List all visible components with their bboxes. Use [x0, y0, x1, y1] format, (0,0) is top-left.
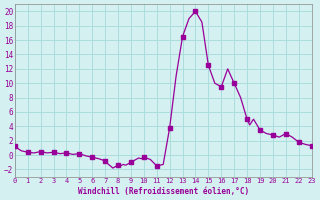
- X-axis label: Windchill (Refroidissement éolien,°C): Windchill (Refroidissement éolien,°C): [78, 187, 249, 196]
